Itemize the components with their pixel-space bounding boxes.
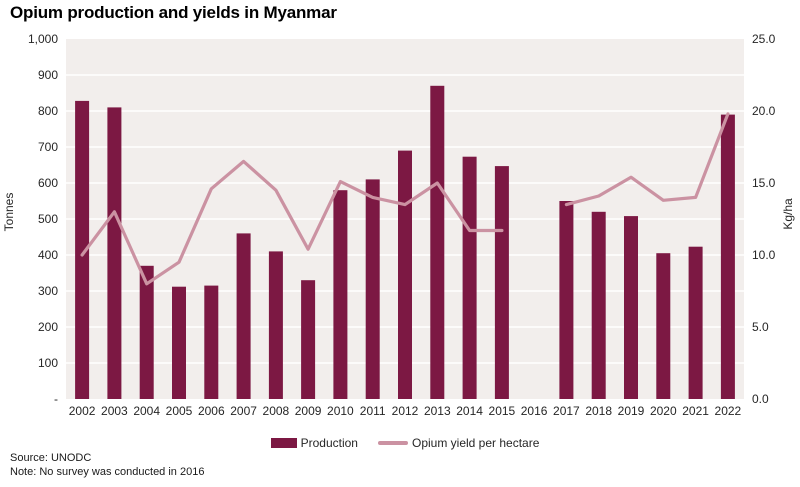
y-axis-left-tick: 100 [37, 356, 58, 370]
bar-2011 [365, 179, 380, 399]
x-axis-label-2011: 2011 [359, 404, 386, 418]
y-axis-right-tick: 20.0 [752, 104, 776, 118]
y-axis-left-tick: 900 [37, 68, 58, 82]
x-axis-label-2015: 2015 [488, 404, 516, 418]
bar-2003 [107, 107, 122, 399]
yield-line [564, 112, 730, 207]
y-axis-right-tick: 25.0 [752, 32, 776, 46]
bar-2004 [139, 265, 154, 399]
yield-line-swatch [377, 441, 408, 445]
x-axis-label-2009: 2009 [294, 404, 322, 418]
legend-item-yield: Opium yield per hectare [377, 436, 540, 450]
x-axis-label-2002: 2002 [68, 404, 96, 418]
y-axis-right-tick: 10.0 [752, 248, 776, 262]
y-axis-left-tick: 300 [37, 284, 58, 298]
yield-line [80, 159, 504, 286]
y-axis-right-tick: 15.0 [752, 176, 776, 190]
y-axis-right-tick: 5.0 [752, 320, 769, 334]
bar-2020 [656, 253, 671, 399]
x-axis-label-2017: 2017 [553, 404, 580, 418]
y-axis-left-tick: - [54, 392, 58, 406]
y-axis-left-tick: 600 [37, 176, 58, 190]
y-axis-left-tick: 800 [37, 104, 58, 118]
bar-2018 [591, 211, 606, 399]
x-axis-label-2003: 2003 [101, 404, 128, 418]
legend: Production Opium yield per hectare [66, 435, 744, 451]
bar-2009 [301, 280, 316, 399]
production-bar-swatch [270, 438, 297, 448]
bar-2002 [75, 100, 90, 399]
bar-2005 [172, 286, 186, 399]
y-axis-left-tick: 200 [37, 320, 58, 334]
x-axis-label-2013: 2013 [423, 404, 451, 418]
source-note: Source: UNODC [10, 452, 92, 464]
x-axis-label-2019: 2019 [617, 404, 645, 418]
bar-2022 [720, 114, 735, 399]
x-axis-label-2005: 2005 [165, 404, 193, 418]
bar-2008 [268, 251, 283, 399]
bar-2014 [462, 156, 477, 399]
chart-title: Opium production and yields in Myanmar [10, 3, 337, 22]
x-axis-label-2012: 2012 [391, 404, 419, 418]
bar-2021 [688, 246, 703, 399]
legend-item-production: Production [270, 436, 358, 450]
x-axis-label-2016: 2016 [520, 404, 548, 418]
bar-2007 [236, 233, 251, 399]
legend-label-production: Production [300, 436, 358, 450]
x-axis-label-2004: 2004 [133, 404, 161, 418]
x-axis-label-2007: 2007 [230, 404, 257, 418]
x-axis-label-2021: 2021 [682, 404, 709, 418]
bar-2013 [430, 85, 445, 399]
plot-area [66, 39, 744, 399]
bar-2010 [333, 190, 348, 399]
y-axis-left-tick: 400 [37, 248, 58, 262]
y-axis-left-tick: 1,000 [27, 32, 58, 46]
y-axis-left-tick: 700 [37, 140, 58, 154]
survey-note: Note: No survey was conducted in 2016 [10, 466, 205, 478]
bar-2019 [624, 216, 638, 399]
x-axis-label-2010: 2010 [327, 404, 354, 418]
bar-2017 [559, 201, 574, 399]
x-axis-label-2008: 2008 [262, 404, 290, 418]
x-axis-label-2006: 2006 [197, 404, 225, 418]
x-axis-label-2018: 2018 [585, 404, 613, 418]
x-axis-label-2014: 2014 [456, 404, 483, 418]
bar-2012 [398, 150, 412, 399]
legend-label-yield: Opium yield per hectare [411, 436, 540, 450]
x-axis-label-2020: 2020 [649, 404, 677, 418]
y-axis-left-tick: 500 [37, 212, 58, 226]
y-axis-right-tick: 0.0 [752, 392, 769, 406]
right-axis-title: Kg/ha [781, 198, 795, 230]
x-axis-label-2022: 2022 [714, 404, 742, 418]
bar-2006 [204, 285, 219, 399]
bar-2015 [494, 166, 509, 399]
